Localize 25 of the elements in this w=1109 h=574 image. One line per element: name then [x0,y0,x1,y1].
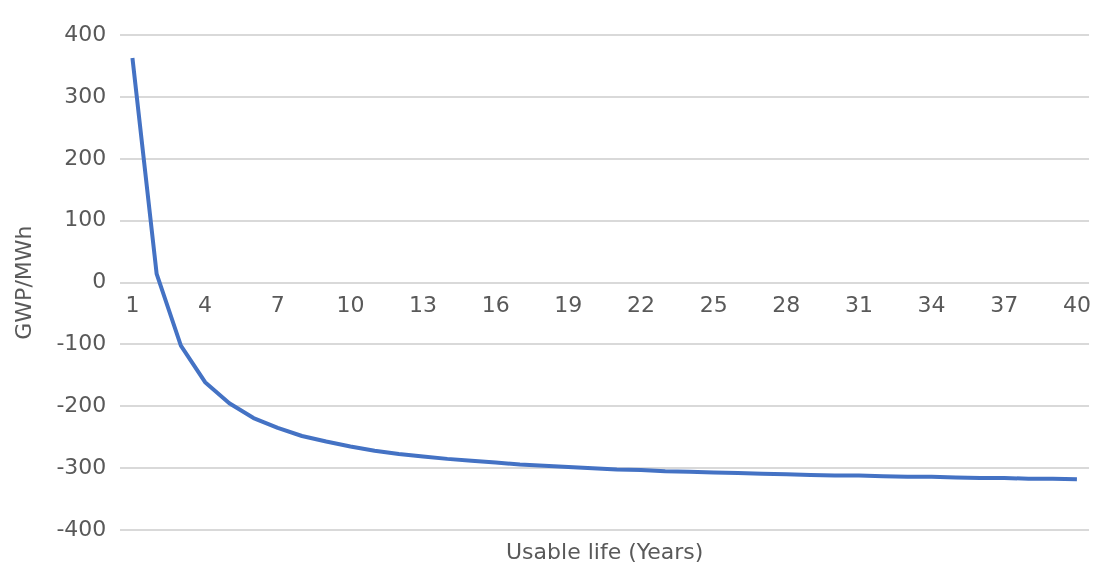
x-tick-label: 4 [198,291,213,317]
y-tick-label: 200 [64,144,107,170]
x-tick-label: 34 [917,291,946,317]
y-tick-label: 0 [92,268,107,294]
x-tick-label: 1 [125,291,140,317]
y-tick-label: 100 [64,206,107,232]
y-tick-label: -400 [56,515,107,541]
y-tick-label: 300 [64,82,107,108]
x-tick-label: 22 [627,291,656,317]
x-tick-label: 40 [1062,291,1091,317]
x-tick-label: 16 [481,291,510,317]
x-tick-label: 10 [336,291,365,317]
y-tick-label: -100 [56,330,107,356]
x-tick-label: 25 [699,291,728,317]
x-tick-label: 13 [409,291,438,317]
x-tick-label: 28 [772,291,801,317]
x-tick-label: 37 [990,291,1019,317]
x-tick-label: 7 [270,291,285,317]
x-tick-label: 31 [844,291,873,317]
y-tick-label: -200 [56,392,107,418]
x-axis-title: Usable life (Years) [506,538,704,564]
y-tick-label: 400 [64,20,107,46]
x-tick-label: 19 [554,291,583,317]
y-axis-title: GWP/MWh [10,225,36,340]
y-tick-label: -300 [56,453,107,479]
